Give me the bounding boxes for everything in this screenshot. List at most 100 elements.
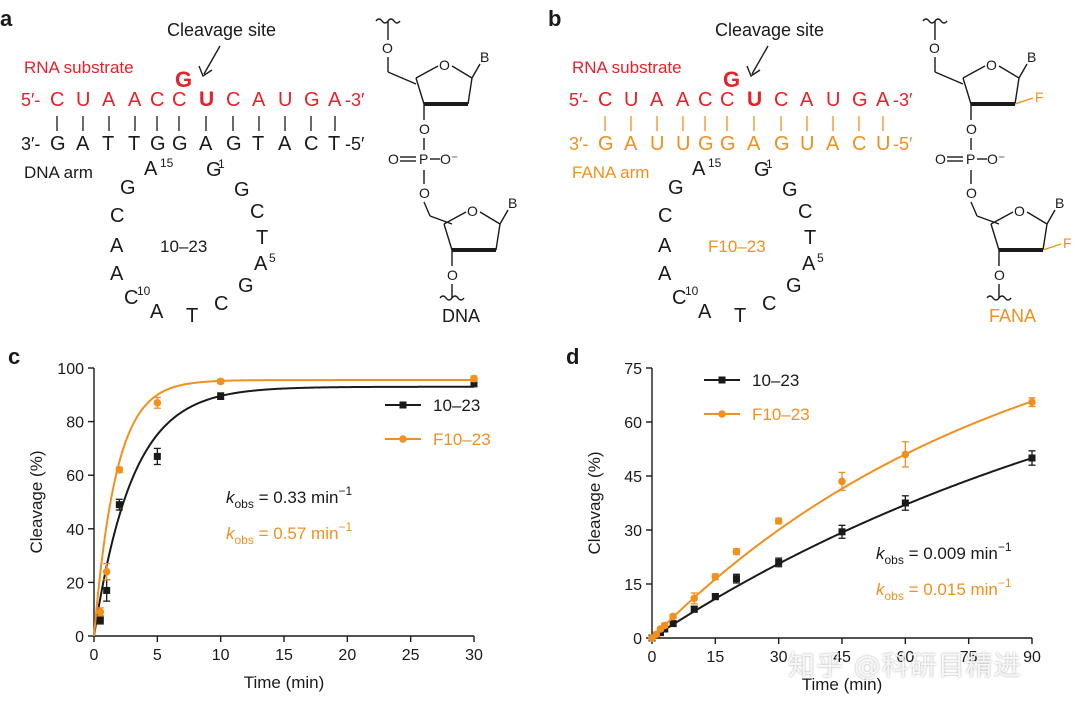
atom-o: O: [447, 267, 458, 283]
loop-base: A: [110, 263, 124, 285]
ring-bond: [990, 211, 1014, 225]
ring-bond: [479, 211, 501, 225]
ring-bond: [1026, 211, 1048, 225]
legend-marker: [399, 435, 407, 443]
data-point: [115, 501, 123, 509]
atom-o: O: [382, 40, 393, 56]
loop-base: T: [186, 305, 198, 327]
atom-o: O: [929, 40, 940, 56]
loop-index-5: 5: [269, 251, 276, 265]
rna-base: A: [876, 89, 890, 111]
loop-base: G: [786, 275, 802, 297]
loop-base: A: [150, 301, 164, 323]
arm-base: U: [676, 133, 690, 155]
chart-c: c 0 20 40 60 80 100 0 5 10 15 20 25 30 Time (min) Cleav…: [8, 344, 491, 692]
loop-base: A: [658, 235, 672, 257]
data-point: [901, 450, 910, 459]
loop-base: G: [754, 159, 770, 181]
x-tick-label: 75: [960, 649, 978, 666]
ring-bond: [451, 65, 473, 79]
data-point: [652, 630, 661, 639]
loop-base: C: [124, 287, 138, 309]
rna-base: A: [800, 89, 814, 111]
loop-base: G: [120, 177, 136, 199]
base-b: B: [480, 49, 489, 65]
bond: [970, 201, 978, 217]
loop-index-1: 1: [766, 157, 773, 171]
ring-bond: [443, 223, 453, 251]
atom-p: P: [966, 151, 975, 167]
ring-o: O: [467, 203, 478, 219]
arm-base: G: [50, 133, 66, 155]
data-point: [711, 593, 719, 601]
loop-base: A: [144, 158, 158, 180]
data-point: [838, 477, 846, 486]
atom-o: O: [419, 121, 430, 137]
bond: [429, 215, 453, 225]
loop-base: A: [658, 263, 672, 285]
loop-base: T: [734, 305, 746, 327]
atom-o: O: [966, 121, 977, 137]
kobs-annotation: kobs = 0.015 min−1: [876, 576, 1012, 603]
loop-base: A: [110, 235, 124, 257]
rna-base: A: [102, 89, 116, 111]
data-point: [217, 392, 225, 400]
ring-bond: [962, 77, 972, 105]
data-point: [901, 499, 909, 507]
arrow-head: [198, 65, 213, 78]
base-b: B: [1055, 195, 1064, 211]
panel-letter: d: [566, 344, 579, 369]
y-tick-label: 15: [624, 577, 642, 594]
data-point: [690, 594, 699, 603]
y-axis-label: Cleavage (%): [585, 452, 604, 555]
ring-o: O: [986, 57, 997, 73]
x-axis-label: Time (min): [244, 673, 325, 692]
arm-label: DNA arm: [24, 163, 93, 182]
data-point: [470, 379, 478, 387]
loop-base: C: [672, 287, 686, 309]
cleavage-g: G: [723, 67, 740, 92]
data-point: [838, 528, 846, 536]
strand-5prime: 5′-: [21, 90, 40, 110]
atom-o: O: [419, 185, 430, 201]
loop-base: T: [256, 227, 268, 249]
chart-d: d 0 15 30 45 60 75 0 15 30 45 60 75 90 Time (min) Cleav…: [566, 344, 1041, 694]
fit-curve: [93, 379, 474, 637]
rna-base: C: [50, 89, 64, 111]
ring-o: O: [439, 57, 450, 73]
base-bond: [499, 209, 509, 225]
data-point: [96, 608, 105, 616]
arm-base: G: [598, 133, 614, 155]
loop-base: G: [206, 159, 222, 181]
loop-index-15: 15: [708, 156, 722, 170]
x-tick-label: 15: [275, 647, 293, 664]
arm-base: C: [304, 133, 318, 155]
arm-base: A: [76, 133, 90, 155]
arm-base: G: [226, 133, 242, 155]
data-point: [775, 558, 783, 566]
rna-base: U: [826, 89, 840, 111]
x-tick-label: 30: [465, 647, 483, 664]
loop-base: G: [238, 275, 254, 297]
atom-o: O: [935, 151, 946, 167]
y-tick-label: 75: [624, 361, 642, 378]
y-tick-label: 0: [75, 629, 84, 646]
y-tick-label: 40: [66, 522, 84, 539]
loop-base: A: [692, 158, 706, 180]
ring-bond: [1014, 77, 1020, 105]
rna-base: C: [598, 89, 612, 111]
x-tick-label: 25: [402, 647, 420, 664]
arm-base: G: [774, 133, 790, 155]
cleavage-site-label: Cleavage site: [167, 20, 276, 40]
legend-marker: [718, 410, 726, 418]
data-point: [669, 612, 677, 621]
arm-base: A: [278, 133, 292, 155]
arm-3prime: 3′-: [569, 134, 588, 154]
fit-curve: [93, 385, 474, 637]
data-point: [711, 573, 720, 581]
substrate-label: RNA substrate: [24, 58, 134, 77]
data-point: [732, 547, 741, 556]
rna-base: U: [76, 89, 90, 111]
x-axis-label: Time (min): [802, 675, 883, 694]
